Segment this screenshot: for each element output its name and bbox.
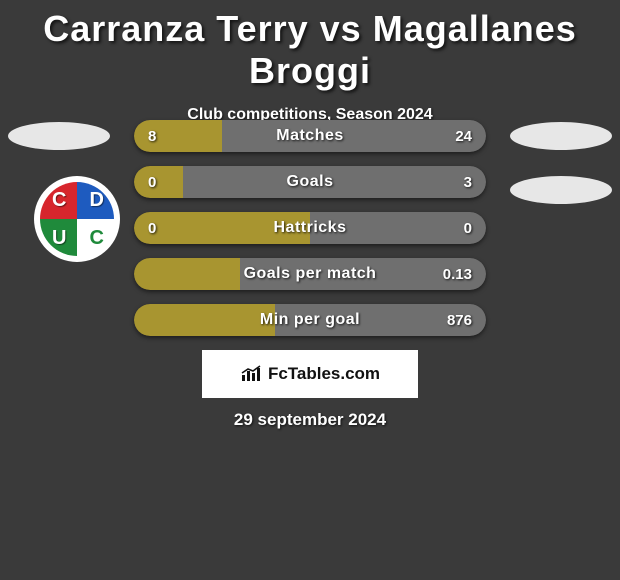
player2-club-placeholder	[510, 176, 612, 204]
logo-letter: U	[52, 228, 66, 248]
player1-avatar-placeholder	[8, 122, 110, 150]
stat-row: Matches824	[134, 120, 486, 152]
stat-bar-player2	[310, 212, 486, 244]
stats-chart: Matches824 Goals03 Hattricks00 Goals per ma…	[134, 120, 486, 350]
stat-bar-player1	[134, 166, 183, 198]
stat-bar-player2	[275, 304, 486, 336]
logo-letter: C	[52, 190, 66, 210]
stat-bar-player2	[222, 120, 486, 152]
page-title: Carranza Terry vs Magallanes Broggi	[0, 0, 620, 92]
stat-row: Goals per match0.13	[134, 258, 486, 290]
player2-avatar-placeholder	[510, 122, 612, 150]
stat-bar-player1	[134, 304, 275, 336]
stat-row: Min per goal876	[134, 304, 486, 336]
stat-bar-player2	[183, 166, 486, 198]
date-label: 29 september 2024	[0, 410, 620, 430]
brand-text: FcTables.com	[268, 364, 380, 384]
logo-letter: C	[90, 228, 104, 248]
chart-icon	[240, 365, 262, 383]
stat-row: Hattricks00	[134, 212, 486, 244]
stat-bar-player1	[134, 212, 310, 244]
stat-bar-player1	[134, 258, 240, 290]
logo-letter: D	[90, 190, 104, 210]
stat-bar-player1	[134, 120, 222, 152]
stat-bar-player2	[240, 258, 486, 290]
player1-club-logo: C D U C	[34, 176, 120, 262]
stat-row: Goals03	[134, 166, 486, 198]
brand-badge: FcTables.com	[202, 350, 418, 398]
